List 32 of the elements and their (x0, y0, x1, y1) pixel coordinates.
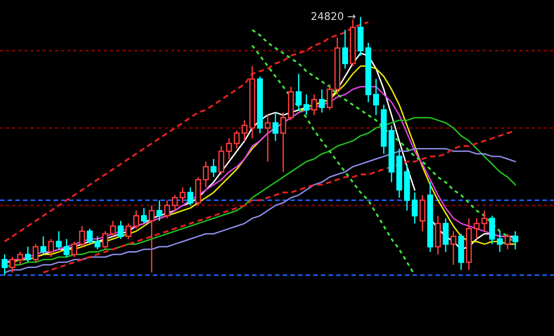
candlestick (296, 73, 302, 111)
candlestick (396, 148, 402, 198)
candlestick (412, 192, 418, 224)
candlestick (280, 112, 286, 172)
candlestick (148, 204, 155, 274)
candlestick (334, 37, 340, 96)
candlestick (373, 78, 379, 116)
candlestick (365, 42, 372, 103)
candlestick (311, 94, 318, 116)
candlestick (496, 230, 503, 252)
candlestick (24, 246, 31, 263)
candlestick (442, 218, 449, 252)
candlestick (234, 130, 240, 150)
annotation: 24820 → (312, 12, 356, 20)
candlestick (481, 210, 488, 232)
candlestick (427, 182, 434, 252)
candlestick (249, 65, 256, 139)
candlestick (2, 254, 8, 276)
candlestick (264, 114, 271, 162)
candlestick (458, 233, 464, 271)
candlestick (202, 160, 209, 188)
candlestick (512, 230, 518, 250)
candlestick (118, 220, 124, 240)
candlestick (380, 104, 387, 154)
candlestick (164, 200, 170, 219)
candlestick (218, 145, 224, 176)
candlestick (71, 240, 78, 258)
candlestick (187, 186, 194, 206)
candlestick (86, 228, 93, 245)
candlestick (102, 230, 108, 250)
candlestick (40, 236, 46, 256)
candlestick (350, 18, 356, 67)
